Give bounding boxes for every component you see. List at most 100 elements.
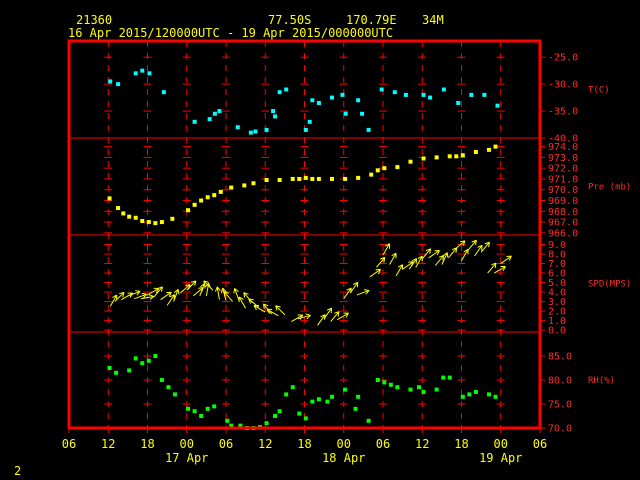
wind-vector-head	[477, 244, 483, 248]
wind-vector	[441, 252, 449, 265]
data-point-temperature	[366, 127, 371, 132]
data-point-pressure	[375, 168, 380, 173]
wind-vector	[203, 280, 214, 291]
data-point-pressure	[107, 196, 112, 201]
wind-vector-head	[305, 313, 311, 316]
data-point-temperature	[495, 103, 500, 108]
wind-vector	[253, 305, 266, 313]
wind-vector-head	[135, 290, 141, 292]
grid-layer	[68, 41, 545, 433]
wind-vector-shaft	[317, 314, 326, 326]
data-point-temperature	[441, 87, 446, 92]
wind-vector-shaft	[441, 252, 448, 265]
wind-vector	[421, 248, 432, 260]
data-point-humidity	[264, 421, 269, 426]
wind-vector	[186, 280, 197, 291]
data-point-pressure	[133, 215, 138, 220]
wind-vector-shaft	[349, 282, 359, 294]
wind-vector-shaft	[199, 283, 205, 297]
wind-vector-shaft	[109, 294, 118, 307]
y-tick-label: -25.0	[548, 53, 578, 64]
wind-vector-shaft	[114, 292, 125, 302]
data-point-temperature	[133, 71, 138, 76]
y-tick-label: -35.0	[548, 107, 578, 118]
data-point-temperature	[116, 82, 121, 87]
wind-vector-head	[488, 242, 490, 248]
data-point-humidity	[473, 390, 478, 394]
wind-vector-shaft	[415, 255, 423, 268]
wind-vector-shaft	[382, 243, 390, 256]
wind-vector-shaft	[369, 268, 381, 278]
labels-layer: -25.0-30.0-35.0-40.0T(C)974.0973.0972.09…	[62, 53, 632, 465]
data-point-pressure	[310, 176, 315, 181]
data-point-humidity	[316, 397, 321, 402]
data-point-pressure	[395, 165, 400, 170]
wind-vector-head	[161, 286, 163, 292]
wind-vector-head	[364, 289, 370, 291]
wind-vector-head	[275, 305, 278, 311]
wind-vector-shaft	[493, 266, 506, 274]
wind-vector-shaft	[297, 314, 311, 320]
wind-vector-head	[149, 296, 155, 301]
wind-vector-shaft	[461, 249, 469, 261]
wind-vector	[134, 292, 148, 300]
wind-vector	[291, 314, 304, 322]
wind-vector-head	[429, 248, 432, 254]
data-point-temperature	[303, 127, 308, 132]
data-point-temperature	[360, 111, 365, 116]
y-tick-label: -30.0	[548, 80, 578, 91]
wind-vector-head	[475, 240, 477, 246]
x-tick-label: 06	[62, 437, 76, 451]
data-point-temperature	[316, 100, 321, 105]
y-tick-label: 966.0	[548, 228, 578, 239]
wind-vector-head	[200, 283, 205, 288]
wind-vector	[330, 311, 340, 322]
data-point-humidity	[486, 392, 491, 397]
data-point-humidity	[153, 354, 158, 358]
y-tick-label: 7.0	[548, 259, 566, 270]
wind-vector-shaft	[203, 280, 214, 291]
x-tick-label: 06	[219, 437, 233, 451]
data-point-humidity	[343, 387, 348, 392]
wind-vector-head	[508, 255, 512, 261]
wind-vector-head	[425, 248, 431, 252]
x-date-label: 17 Apr	[165, 451, 208, 465]
data-point-temperature	[310, 98, 315, 103]
data-point-humidity	[303, 416, 308, 421]
wind-vector-head	[391, 252, 397, 257]
data-point-pressure	[343, 176, 348, 181]
data-point-humidity	[353, 406, 358, 411]
wind-vector	[336, 312, 349, 321]
wind-vector-head	[442, 255, 445, 261]
wind-vector-head	[205, 282, 210, 288]
data-point-pressure	[329, 176, 334, 181]
data-point-temperature	[428, 95, 433, 100]
wind-vector-head	[155, 288, 160, 293]
data-point-temperature	[161, 90, 166, 95]
data-point-pressure	[277, 178, 282, 183]
data-point-temperature	[469, 92, 474, 97]
y-tick-label: 3.0	[548, 297, 566, 308]
data-point-pressure	[153, 221, 158, 226]
data-point-humidity	[297, 411, 302, 416]
data-point-pressure	[369, 172, 374, 177]
data-point-humidity	[277, 409, 282, 414]
data-point-temperature	[307, 119, 312, 124]
data-point-humidity	[284, 392, 289, 397]
data-point-humidity	[159, 378, 164, 382]
marks-layer	[107, 68, 512, 430]
data-point-humidity	[493, 394, 498, 399]
wind-vector-shaft	[121, 292, 133, 301]
x-tick-label: 12	[415, 437, 429, 451]
data-point-temperature	[277, 90, 282, 95]
data-point-temperature	[482, 92, 487, 97]
wind-vector	[275, 305, 286, 316]
data-point-humidity	[107, 366, 112, 370]
data-point-pressure	[212, 193, 217, 198]
wind-vector	[480, 241, 490, 253]
wind-vector-head	[266, 309, 271, 314]
wind-vector-head	[502, 266, 506, 272]
wind-vector-head	[459, 240, 466, 243]
wind-vector	[323, 307, 333, 319]
wind-vector-head	[177, 289, 180, 295]
